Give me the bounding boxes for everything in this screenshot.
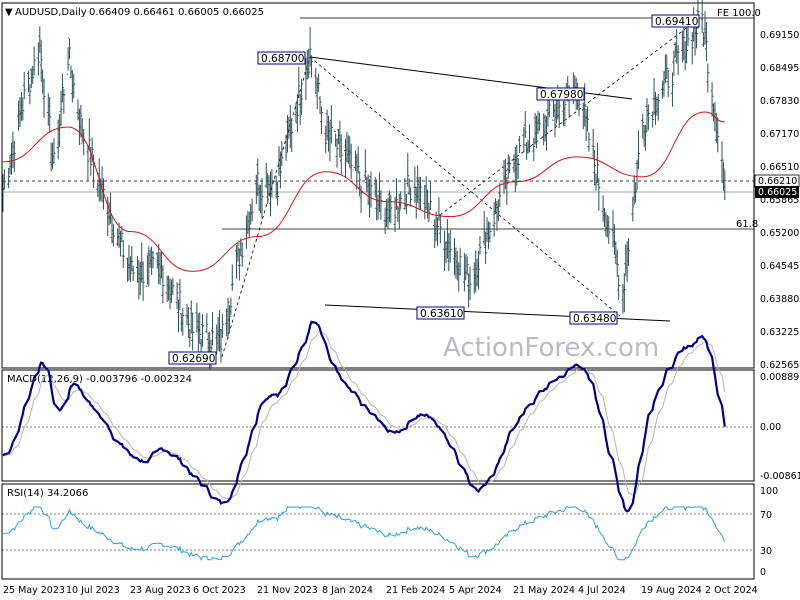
- fe-100-label: FE 100.0: [717, 8, 761, 19]
- price-tick: 0.64545: [760, 261, 799, 272]
- date-tick: 21 May 2024: [513, 585, 575, 596]
- symbol-title: AUDUSD,Daily: [15, 7, 87, 18]
- price-axis: 0.69150 0.68495 0.67830 0.67170 0.66510 …: [760, 30, 799, 371]
- price-tick: 0.62565: [760, 360, 799, 371]
- date-tick: 4 Jul 2024: [578, 585, 626, 596]
- date-tick: 19 Aug 2024: [641, 585, 702, 596]
- rsi-tick: 100: [760, 486, 778, 497]
- annotation-low-aug-2024: 0.63480: [569, 311, 618, 325]
- rsi-tick: 70: [760, 510, 772, 521]
- macd-tick: 0.00: [760, 422, 781, 433]
- date-tick: 5 Apr 2024: [449, 585, 502, 596]
- macd-line: [2, 320, 726, 513]
- collapse-triangle-icon[interactable]: ▼: [5, 7, 13, 18]
- current-price-tags: 0.66210 0.66025: [754, 174, 800, 198]
- fib-61-8-label: 61.8: [736, 219, 758, 230]
- annotation-high-jul-2024: 0.67980: [536, 87, 585, 101]
- date-tick: 8 Jan 2024: [322, 585, 373, 596]
- price-tick: 0.69150: [760, 30, 799, 41]
- rsi-axis: 100 70 30 0: [760, 486, 778, 578]
- date-tick: 10 Jul 2023: [66, 585, 120, 596]
- price-tick: 0.67830: [760, 96, 799, 107]
- macd-panel: [1, 369, 755, 482]
- price-tick: 0.67170: [760, 129, 799, 140]
- date-tick: 23 Aug 2023: [130, 585, 191, 596]
- svg-text:0.67980: 0.67980: [540, 89, 583, 101]
- date-axis: 25 May 2023 10 Jul 2023 23 Aug 2023 6 Oc…: [3, 585, 758, 596]
- macd-axis: 0.008896 0.00 -0.008612: [760, 372, 800, 482]
- price-bars: [1, 0, 727, 371]
- moving-average-line: [2, 111, 725, 272]
- annotation-high-dec-2023: 0.68700: [257, 51, 306, 65]
- ohlc-values: 0.66409 0.66461 0.66005 0.66025: [89, 7, 264, 18]
- price-tick: 0.68495: [760, 63, 799, 74]
- svg-text:0.66210: 0.66210: [758, 176, 797, 187]
- macd-title: MACD(12,26,9) -0.003796 -0.002324: [7, 374, 192, 385]
- svg-text:0.63480: 0.63480: [573, 313, 616, 325]
- annotation-high-sep-2024: 0.69410: [651, 14, 700, 28]
- rsi-title: RSI(14) 34.2066: [7, 488, 88, 499]
- dotted-rise-line: [221, 56, 311, 358]
- annotation-low-2023: 0.62690: [168, 351, 217, 365]
- date-tick: 6 Oct 2023: [193, 585, 246, 596]
- svg-text:0.66025: 0.66025: [758, 187, 797, 198]
- price-tick: 0.63225: [760, 327, 799, 338]
- svg-text:0.69410: 0.69410: [655, 16, 698, 28]
- macd-tick: -0.008612: [760, 471, 800, 482]
- price-tick: 0.65200: [760, 228, 799, 239]
- svg-text:0.63610: 0.63610: [420, 308, 463, 320]
- price-panel: [1, 2, 755, 369]
- rsi-tick: 30: [760, 546, 772, 557]
- date-tick: 25 May 2023: [3, 585, 65, 596]
- macd-tick: 0.008896: [760, 372, 800, 383]
- annotation-low-apr-2024: 0.63610: [416, 306, 465, 320]
- svg-text:0.62690: 0.62690: [172, 353, 215, 365]
- watermark: ActionForex.com: [443, 333, 659, 363]
- price-tick: 0.63880: [760, 294, 799, 305]
- date-tick: 21 Feb 2024: [386, 585, 445, 596]
- svg-text:0.68700: 0.68700: [261, 53, 304, 65]
- rsi-tick: 0: [760, 567, 766, 578]
- rsi-line: [2, 506, 726, 561]
- dotted-fall-line: [309, 56, 621, 317]
- price-tick: 0.66510: [760, 162, 799, 173]
- date-tick: 21 Nov 2023: [257, 585, 318, 596]
- date-tick: 2 Oct 2024: [705, 585, 758, 596]
- price-tick: 0.65865: [760, 195, 799, 206]
- macd-signal-line: [2, 331, 726, 500]
